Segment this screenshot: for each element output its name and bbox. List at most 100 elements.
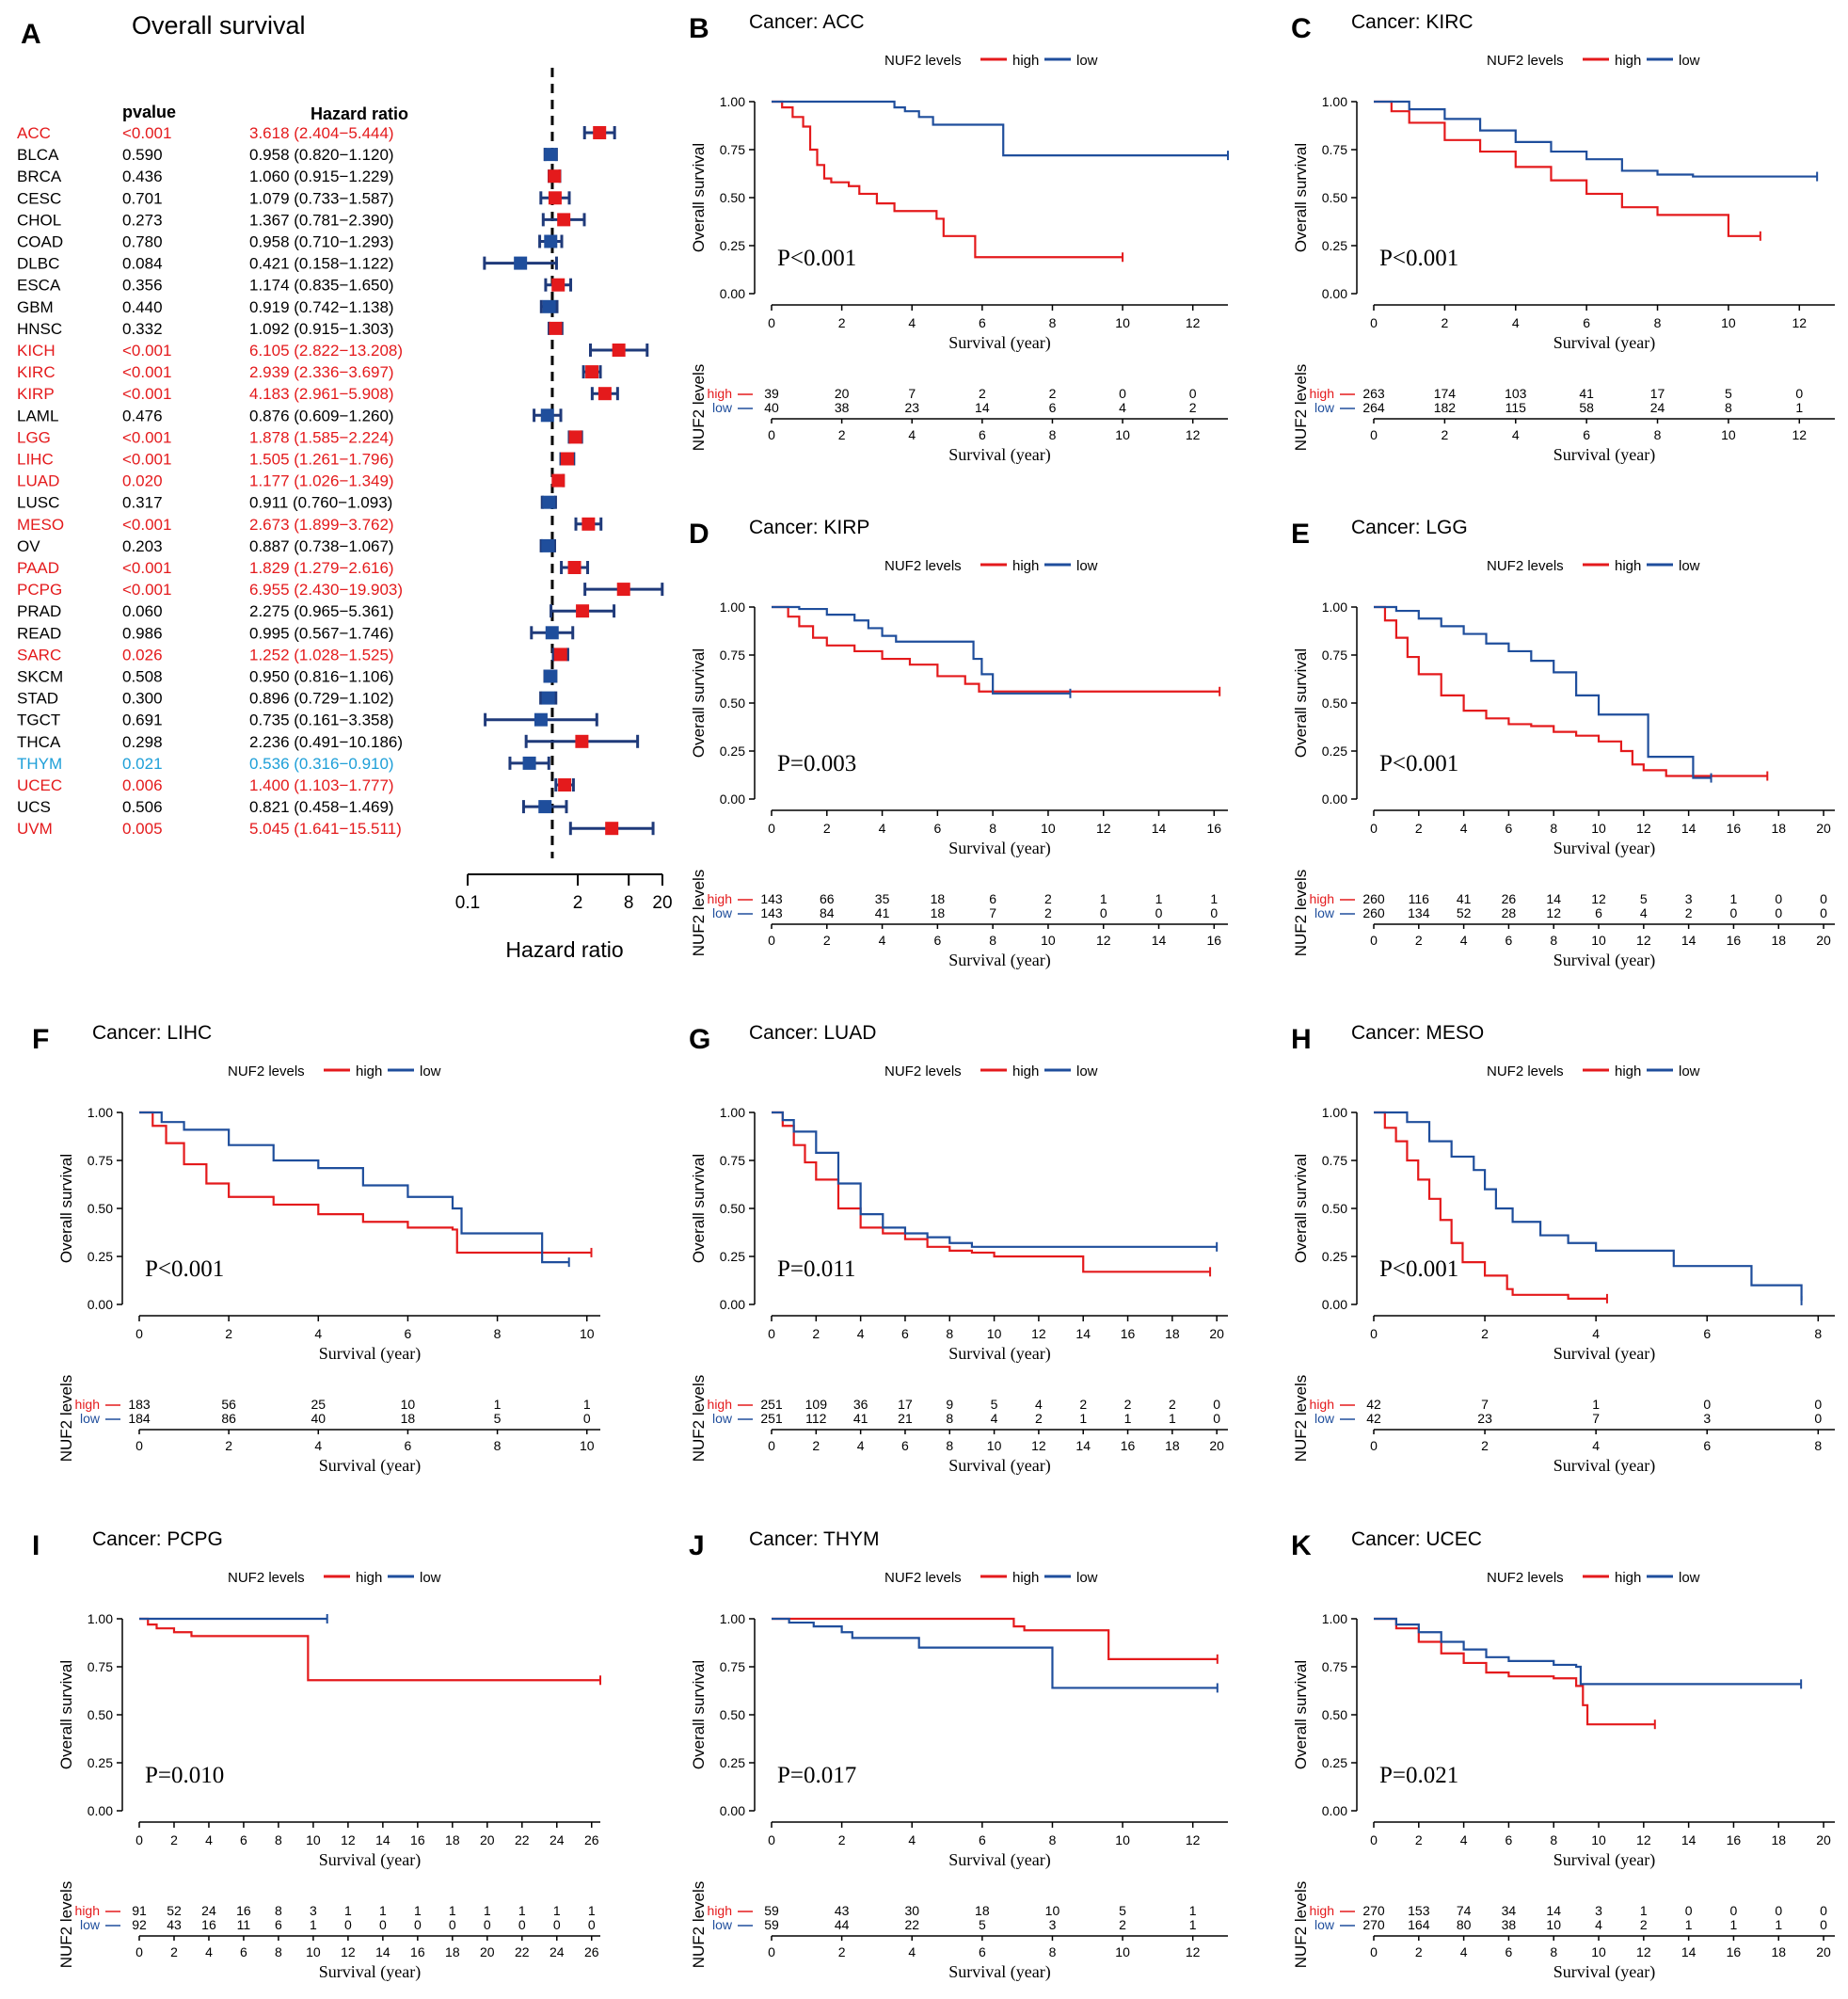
y-tick-label: 0.00 xyxy=(1322,792,1347,807)
forest-plot-panel: A Overall survival pvalue Hazard ratio ACC <0… xyxy=(17,11,673,962)
x-tick-label: 14 xyxy=(1681,1832,1697,1847)
x-tick-label: 18 xyxy=(1771,1832,1786,1847)
cancer-label: COAD xyxy=(17,233,63,251)
risk-y-axis-label: NUF2 levels xyxy=(690,364,708,452)
risk-x-tick-label: 2 xyxy=(1481,1438,1489,1453)
x-tick-label: 20 xyxy=(1816,821,1831,836)
km-curve-high xyxy=(139,1617,600,1682)
risk-x-tick-label: 8 xyxy=(989,933,996,948)
pvalue-label: <0.001 xyxy=(122,516,171,534)
pvalue-label: 0.005 xyxy=(122,820,163,838)
hr-point xyxy=(522,756,536,770)
pvalue-label: <0.001 xyxy=(122,581,171,599)
km-curve-low xyxy=(772,1617,1218,1689)
hr-label: 0.896 (0.729−1.102) xyxy=(249,690,394,708)
x-tick-label: 8 xyxy=(1654,315,1662,330)
risk-high-count: 174 xyxy=(1434,386,1457,401)
y-axis-label: Overall survival xyxy=(1292,143,1310,252)
x-tick-label: 20 xyxy=(480,1832,495,1847)
risk-x-tick-label: 2 xyxy=(838,1944,846,1959)
risk-low-count: 270 xyxy=(1362,1917,1385,1932)
y-tick-label: 0.25 xyxy=(720,238,745,253)
risk-x-tick-label: 10 xyxy=(1591,933,1606,948)
risk-low-count: 14 xyxy=(975,400,990,415)
x-axis-label: Survival (year) xyxy=(948,839,1050,858)
risk-x-tick-label: 8 xyxy=(275,1944,282,1959)
risk-x-tick-label: 6 xyxy=(979,427,986,442)
x-tick-label: 14 xyxy=(1681,821,1697,836)
legend-title: NUF2 levels xyxy=(228,1570,305,1586)
risk-x-tick-label: 12 xyxy=(1636,933,1651,948)
cancer-label: CESC xyxy=(17,189,61,207)
y-axis-label: Overall survival xyxy=(1292,1660,1310,1769)
risk-high-count: 1 xyxy=(1155,891,1163,906)
hr-point xyxy=(543,669,557,683)
x-axis-label: Survival (year) xyxy=(319,1850,421,1870)
y-tick-label: 0.75 xyxy=(720,142,745,157)
risk-x-tick-label: 10 xyxy=(1115,427,1130,442)
y-tick-label: 0.25 xyxy=(1322,744,1347,759)
pvalue-label: 0.084 xyxy=(122,255,163,273)
y-tick-label: 0.75 xyxy=(1322,1659,1347,1674)
y-tick-label: 1.00 xyxy=(720,1105,745,1120)
pvalue-label: 0.701 xyxy=(122,189,163,207)
risk-x-tick-label: 14 xyxy=(1681,1944,1697,1959)
risk-low-count: 6 xyxy=(1049,400,1057,415)
risk-low-count: 7 xyxy=(1592,1411,1600,1426)
risk-low-count: 40 xyxy=(311,1411,327,1426)
y-tick-label: 0.50 xyxy=(1322,1707,1347,1722)
risk-x-axis-label: Survival (year) xyxy=(319,1456,421,1476)
risk-low-count: 23 xyxy=(904,400,919,415)
hr-point xyxy=(616,583,630,597)
y-tick-label: 0.75 xyxy=(720,1153,745,1168)
p-value-label: P=0.017 xyxy=(777,1763,856,1788)
risk-x-tick-label: 4 xyxy=(908,1944,916,1959)
risk-low-label: low xyxy=(1314,905,1335,920)
x-tick-label: 10 xyxy=(1591,821,1606,836)
cancer-label: CHOL xyxy=(17,211,61,229)
x-tick-label: 10 xyxy=(580,1326,595,1341)
pvalue-label: 0.436 xyxy=(122,168,163,185)
risk-low-count: 0 xyxy=(553,1917,561,1932)
risk-high-count: 116 xyxy=(1409,891,1430,906)
hr-point xyxy=(540,408,554,423)
km-title: Cancer: KIRC xyxy=(1351,11,1474,33)
km-curve-high xyxy=(772,1617,1218,1660)
x-tick-label: 12 xyxy=(1186,1832,1201,1847)
risk-x-tick-label: 0 xyxy=(768,933,775,948)
risk-high-count: 17 xyxy=(898,1397,913,1412)
y-tick-label: 0.50 xyxy=(720,190,745,205)
risk-x-tick-label: 20 xyxy=(1816,1944,1831,1959)
hr-point xyxy=(568,430,582,444)
hr-label: 2.275 (0.965−5.361) xyxy=(249,602,394,620)
x-tick-label: 8 xyxy=(494,1326,502,1341)
km-curve-low xyxy=(1374,1111,1803,1301)
risk-high-count: 35 xyxy=(875,891,890,906)
risk-low-count: 8 xyxy=(1725,400,1732,415)
risk-low-count: 1 xyxy=(1189,1917,1197,1932)
forest-x-tick-label: 20 xyxy=(652,893,672,913)
hr-point xyxy=(548,191,562,205)
x-tick-label: 0 xyxy=(135,1326,143,1341)
cancer-label: OV xyxy=(17,537,40,555)
risk-x-tick-label: 0 xyxy=(135,1438,143,1453)
cancer-label: MESO xyxy=(17,516,64,534)
risk-low-count: 115 xyxy=(1505,400,1527,415)
y-tick-label: 1.00 xyxy=(1322,1105,1347,1120)
cancer-label: UVM xyxy=(17,820,53,838)
hr-label: 2.673 (1.899−3.762) xyxy=(249,516,394,534)
risk-x-tick-label: 18 xyxy=(1771,1944,1786,1959)
risk-high-count: 14 xyxy=(1546,1903,1561,1918)
risk-low-count: 112 xyxy=(805,1411,827,1426)
y-tick-label: 0.00 xyxy=(720,1297,745,1312)
x-axis-label: Survival (year) xyxy=(319,1344,421,1364)
hr-point xyxy=(538,800,552,814)
forest-title: Overall survival xyxy=(132,11,306,40)
cancer-label: KIRP xyxy=(17,385,55,403)
x-tick-label: 18 xyxy=(445,1832,460,1847)
y-axis-label: Overall survival xyxy=(690,143,708,252)
km-curve-high xyxy=(772,605,1220,693)
risk-x-tick-label: 6 xyxy=(1583,427,1590,442)
risk-high-label: high xyxy=(1310,891,1334,906)
risk-low-count: 4 xyxy=(1595,1917,1602,1932)
